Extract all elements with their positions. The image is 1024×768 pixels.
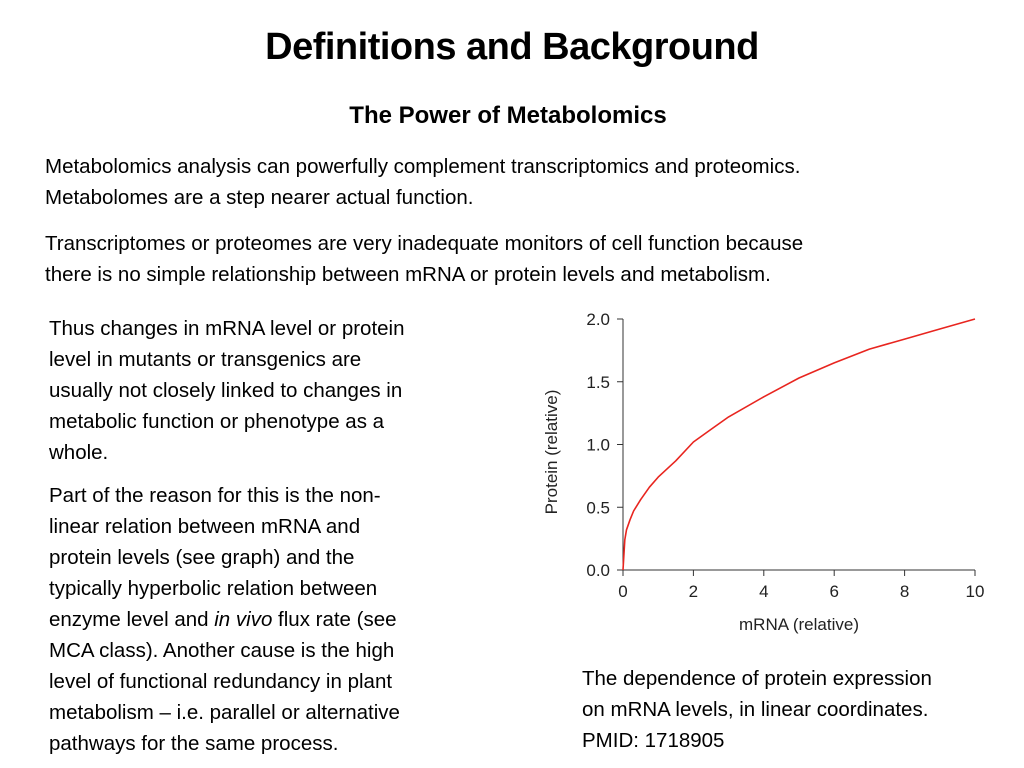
x-tick-label: 10 bbox=[966, 582, 985, 601]
y-tick-label: 0.0 bbox=[586, 561, 610, 580]
text-line: whole. bbox=[49, 441, 109, 464]
y-axis-label: Protein (relative) bbox=[542, 390, 561, 515]
text-line: Thus changes in mRNA level or protein bbox=[49, 317, 405, 340]
text-line: metabolism – i.e. parallel or alternativ… bbox=[49, 701, 400, 724]
chart-svg: 0 2 4 6 8 10 0.0 0.5 1.0 1.5 2.0 mRNA (relative) P… bbox=[542, 310, 984, 634]
x-tick-label: 0 bbox=[618, 582, 627, 601]
y-tick-label: 1.5 bbox=[586, 373, 610, 392]
text-line: protein levels (see graph) and the bbox=[49, 546, 355, 569]
x-tick-label: 4 bbox=[759, 582, 768, 601]
intro-paragraph: Metabolomics analysis can powerfully com… bbox=[45, 151, 1005, 213]
caption-line: on mRNA levels, in linear coordinates. bbox=[582, 698, 929, 721]
transcriptome-paragraph: Transcriptomes or proteomes are very ina… bbox=[45, 228, 1005, 290]
text-line: linear relation between mRNA and bbox=[49, 515, 361, 538]
text-fragment: enzyme level and bbox=[49, 608, 215, 631]
x-tick-label: 6 bbox=[829, 582, 838, 601]
y-tick-label: 1.0 bbox=[586, 436, 610, 455]
chart-plot-area bbox=[622, 318, 976, 571]
slide-subtitle: The Power of Metabolomics bbox=[349, 102, 667, 129]
text-line: Part of the reason for this is the non- bbox=[49, 484, 381, 507]
y-tick-label: 2.0 bbox=[586, 310, 610, 329]
text-line: metabolic function or phenotype as a bbox=[49, 410, 385, 433]
text-line: Metabolomics analysis can powerfully com… bbox=[45, 155, 801, 178]
text-line: there is no simple relationship between … bbox=[45, 263, 771, 286]
text-line: usually not closely linked to changes in bbox=[49, 379, 403, 402]
text-line: level in mutants or transgenics are bbox=[49, 348, 362, 371]
chart-axes: 0 2 4 6 8 10 0.0 0.5 1.0 1.5 2.0 bbox=[586, 310, 984, 601]
x-axis-label: mRNA (relative) bbox=[739, 615, 859, 634]
text-line: pathways for the same process. bbox=[49, 732, 339, 755]
text-line: enzyme level and in vivo flux rate (see bbox=[49, 604, 479, 635]
text-line: level of functional redundancy in plant bbox=[49, 670, 393, 693]
x-tick-label: 8 bbox=[900, 582, 909, 601]
x-tick-label: 2 bbox=[689, 582, 698, 601]
text-line: Transcriptomes or proteomes are very ina… bbox=[45, 232, 804, 255]
caption-line: The dependence of protein expression bbox=[582, 667, 932, 690]
figure-caption: The dependence of protein expression on … bbox=[582, 663, 1012, 756]
y-tick-label: 0.5 bbox=[586, 498, 610, 517]
slide-title: Definitions and Background bbox=[265, 26, 759, 68]
text-line: Metabolomes are a step nearer actual fun… bbox=[45, 186, 474, 209]
text-fragment: flux rate (see bbox=[272, 608, 397, 631]
italic-term: in vivo bbox=[214, 608, 273, 631]
caption-line: PMID: 1718905 bbox=[582, 729, 725, 752]
text-line: typically hyperbolic relation between bbox=[49, 577, 378, 600]
text-line: MCA class). Another cause is the high bbox=[49, 639, 395, 662]
series-line bbox=[622, 318, 976, 571]
mrna-changes-paragraph: Thus changes in mRNA level or protein le… bbox=[49, 313, 469, 468]
mrna-protein-chart: 0 2 4 6 8 10 0.0 0.5 1.0 1.5 2.0 mRNA (relative) P… bbox=[520, 292, 1000, 642]
nonlinear-reason-paragraph: Part of the reason for this is the non- … bbox=[49, 480, 479, 759]
